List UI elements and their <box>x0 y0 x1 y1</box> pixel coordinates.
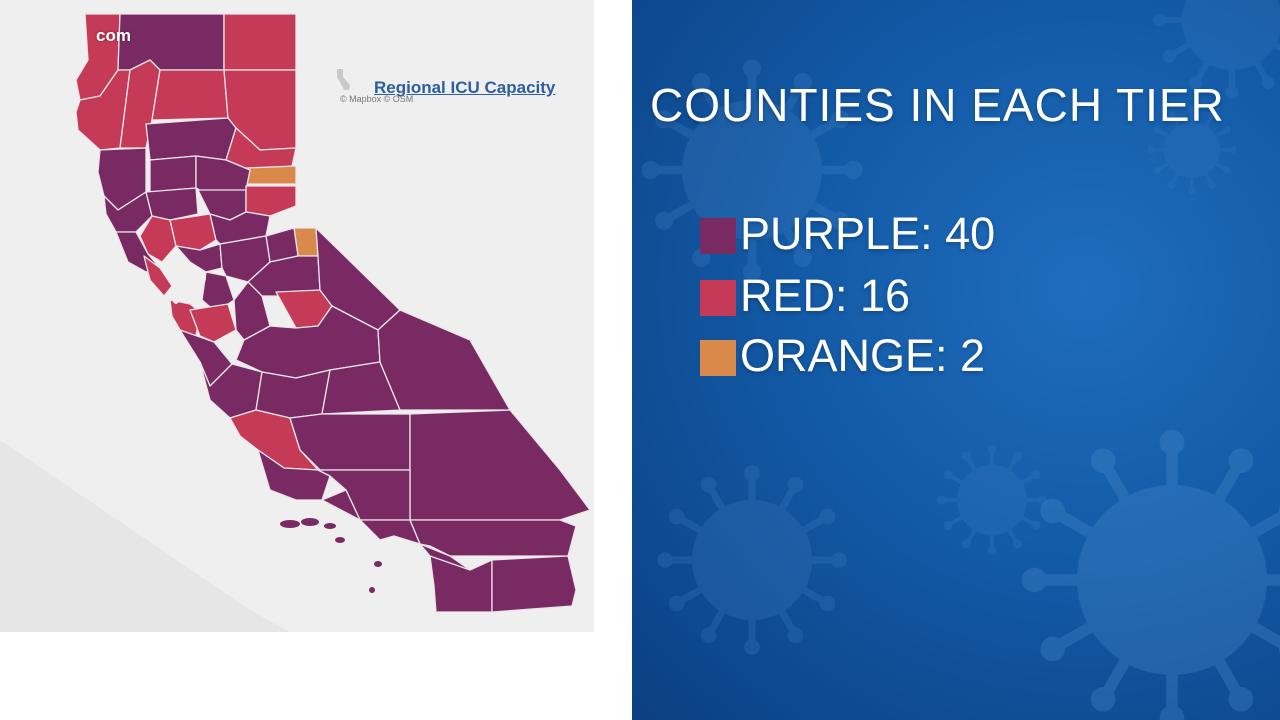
virus-decoration <box>657 465 847 655</box>
county-shape[interactable] <box>189 303 237 343</box>
virus-decoration <box>1147 105 1237 195</box>
map-attribution: © Mapbox © OSM <box>340 94 414 104</box>
county-shape[interactable] <box>151 69 229 121</box>
county-shape[interactable] <box>255 369 331 419</box>
map-canvas <box>0 13 591 632</box>
county-shape[interactable] <box>409 409 591 521</box>
county-shape[interactable] <box>359 519 421 545</box>
red-swatch <box>700 280 736 316</box>
orange-swatch <box>700 340 736 376</box>
county-shape[interactable] <box>117 13 225 71</box>
county-shape[interactable] <box>377 309 511 411</box>
island-shape <box>374 561 382 567</box>
county-shape[interactable] <box>245 165 297 185</box>
purple-count-label: PURPLE: 40 <box>740 208 996 259</box>
california-mini-icon <box>337 69 350 90</box>
tier-summary-panel: COUNTIES IN EACH TIER PURPLE: 40 RED: 16… <box>632 0 1280 720</box>
bay-water <box>169 265 206 304</box>
purple-swatch <box>700 218 736 254</box>
county-shape[interactable] <box>317 469 411 521</box>
station-watermark: com <box>96 26 131 45</box>
county-shape[interactable] <box>143 255 173 297</box>
county-shape[interactable] <box>245 185 297 217</box>
regional-icu-capacity-link[interactable]: Regional ICU Capacity <box>374 78 556 97</box>
county-shape[interactable] <box>145 187 199 221</box>
island-shape <box>301 518 319 526</box>
county-shape[interactable] <box>223 13 297 71</box>
panel-title: COUNTIES IN EACH TIER <box>650 79 1225 131</box>
map-shading <box>0 440 290 632</box>
virus-decoration <box>1153 0 1280 99</box>
island-shape <box>324 523 336 529</box>
county-shape[interactable] <box>169 213 217 251</box>
island-shape <box>280 520 300 528</box>
county-shape[interactable] <box>103 191 153 233</box>
virus-decoration <box>936 444 1048 556</box>
map-panel: com Regional ICU Capacity © Mapbox © OSM <box>0 0 632 720</box>
california-county-map[interactable]: com Regional ICU Capacity © Mapbox © OSM <box>0 0 594 632</box>
red-count-label: RED: 16 <box>740 270 911 321</box>
county-shape[interactable] <box>491 555 577 613</box>
island-shape <box>335 537 345 543</box>
virus-decoration <box>641 59 863 281</box>
virus-background-art <box>641 0 1280 720</box>
orange-count-label: ORANGE: 2 <box>740 330 986 381</box>
county-shape[interactable] <box>149 155 197 193</box>
county-shape[interactable] <box>209 211 271 245</box>
island-shape <box>369 587 375 593</box>
virus-decoration <box>1021 429 1280 720</box>
county-shape[interactable] <box>145 117 237 161</box>
